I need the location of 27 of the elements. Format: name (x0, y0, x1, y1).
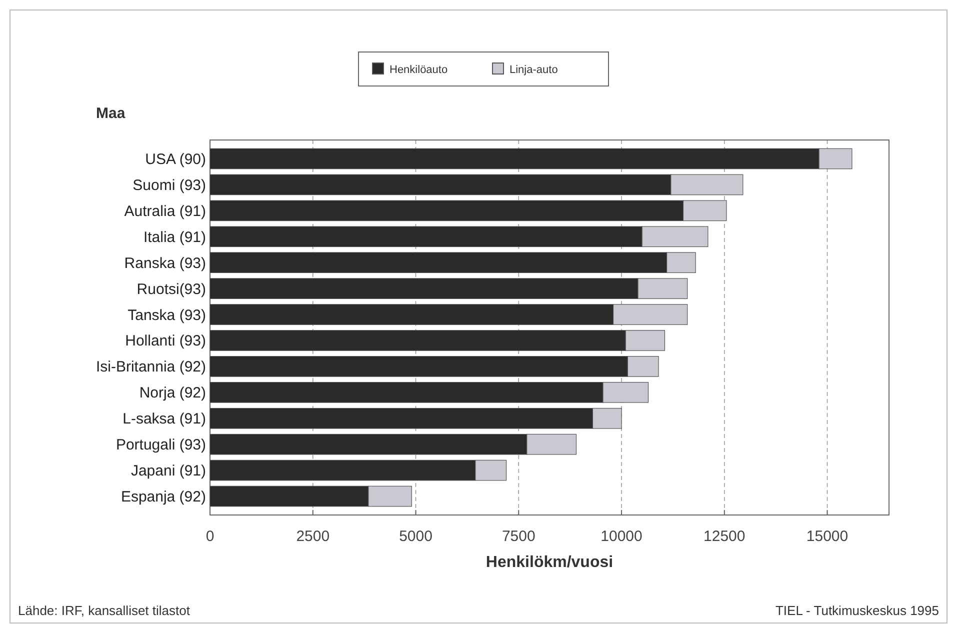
x-tick-label: 12500 (704, 528, 746, 545)
y-tick-label: Espanja (92) (120, 488, 206, 506)
text: Lähde: IRF, kansalliset tilastot (18, 603, 190, 618)
text: TIEL - Tutkimuskeskus 1995 (775, 603, 939, 618)
y-tick-label: Portugali (93) (116, 436, 206, 454)
y-tick-label: Hollanti (93) (125, 332, 206, 350)
y-tick-label: Suomi (93) (132, 176, 206, 194)
y-tick-label: L-saksa (91) (122, 410, 206, 428)
x-tick-label: 2500 (296, 528, 330, 545)
legend-label: Henkilöauto (390, 64, 448, 76)
y-tick-label: Autralia (91) (124, 202, 206, 220)
x-tick-label: 7500 (502, 528, 536, 545)
y-tick-label: Isi-Britannia (92) (96, 358, 206, 376)
y-tick-label: USA (90) (145, 150, 206, 168)
x-tick-label: 5000 (399, 528, 432, 545)
x-tick-label: 10000 (600, 528, 642, 545)
y-axis-title: Maa (96, 105, 126, 122)
y-tick-label: Japani (91) (130, 462, 206, 480)
legend-label: Linja-auto (510, 64, 558, 76)
y-tick-label: Ruotsi(93) (136, 280, 206, 298)
y-tick-label: Italia (91) (143, 228, 206, 246)
y-tick-label: Ranska (93) (124, 254, 206, 272)
x-tick-label: 15000 (806, 528, 848, 545)
y-tick-label: Norja (92) (139, 384, 206, 402)
x-tick-label: 0 (206, 528, 214, 545)
x-axis-title: Henkilökm/vuosi (486, 554, 614, 571)
y-tick-label: Tanska (93) (128, 306, 206, 324)
